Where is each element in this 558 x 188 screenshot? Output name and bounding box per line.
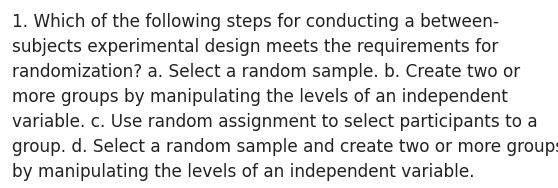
Text: subjects experimental design meets the requirements for: subjects experimental design meets the r… — [12, 38, 499, 56]
Text: group. d. Select a random sample and create two or more groups: group. d. Select a random sample and cre… — [12, 138, 558, 156]
Text: more groups by manipulating the levels of an independent: more groups by manipulating the levels o… — [12, 88, 508, 106]
Text: randomization? a. Select a random sample. b. Create two or: randomization? a. Select a random sample… — [12, 63, 521, 81]
Text: 1. Which of the following steps for conducting a between-: 1. Which of the following steps for cond… — [12, 13, 499, 31]
Text: variable. c. Use random assignment to select participants to a: variable. c. Use random assignment to se… — [12, 113, 538, 131]
Text: by manipulating the levels of an independent variable.: by manipulating the levels of an indepen… — [12, 163, 475, 181]
